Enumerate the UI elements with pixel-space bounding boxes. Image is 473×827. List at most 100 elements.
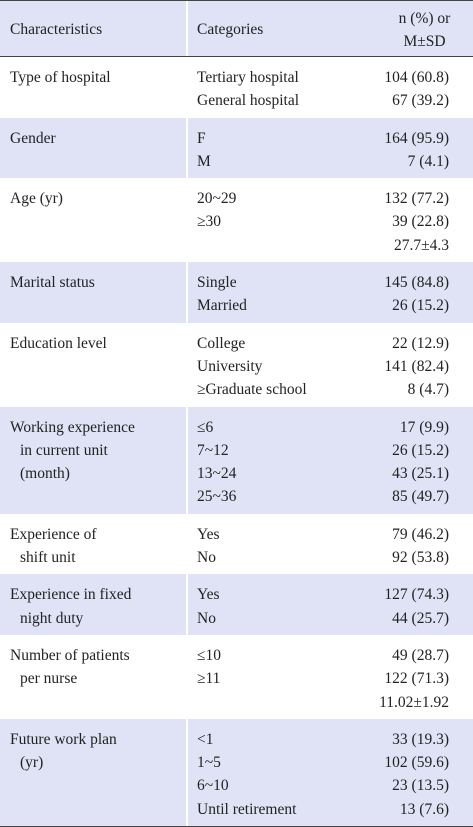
cell-text: No <box>197 549 216 567</box>
cell-text: 23 (13.5) <box>392 777 449 795</box>
cell-text: 141 (82.4) <box>384 357 449 375</box>
cell-text: 27.7±4.3 <box>393 236 449 254</box>
cell: 132 (77.2) 39 (22.8) 27.7±4.3 <box>356 178 473 262</box>
cell-text: 39 (22.8) <box>392 213 449 231</box>
row-group: Experience in fixed night duty Yes No 127 (7… <box>0 574 473 635</box>
cell: ≤10 ≥11 <box>188 635 356 719</box>
cell: 17 (9.9) 26 (15.2) 43 (25.1) 85 (49.7) <box>356 407 473 514</box>
cell: Experience in fixed night duty <box>0 574 188 635</box>
cell-text: General hospital <box>197 92 300 110</box>
cell-text: 22 (12.9) <box>392 334 449 352</box>
cell: Gender <box>0 117 188 179</box>
cell-text: M <box>197 152 211 170</box>
cell: 33 (19.3) 102 (59.6) 23 (13.5) 13 (7.6) <box>356 719 473 826</box>
cell: Marital status <box>0 262 188 323</box>
cell-text: 164 (95.9) <box>384 129 449 147</box>
cell-text: 132 (77.2) <box>384 190 449 208</box>
cell-text: Single <box>197 274 237 292</box>
row-group: Future work plan (yr) <1 1~5 6~10 Until retir… <box>0 718 473 827</box>
cell-text: Education level <box>10 334 107 352</box>
cell: Working experience in current unit (month) <box>0 406 188 514</box>
cell: Yes No <box>188 574 356 635</box>
cell-text: 43 (25.1) <box>392 465 449 483</box>
cell-text: 104 (60.8) <box>384 69 449 86</box>
cell-text: Age (yr) <box>10 190 63 208</box>
cell: Type of hospital <box>0 57 188 118</box>
cell-text: Yes <box>197 586 220 604</box>
cell-text: 8 (4.7) <box>407 381 449 399</box>
cell-text: Experience of <box>10 525 97 543</box>
cell-text: 79 (46.2) <box>392 525 449 543</box>
cell-text: Yes <box>197 525 220 543</box>
cell: Yes No <box>188 514 356 575</box>
cell-text: Gender <box>10 129 56 147</box>
cell-text: Categories <box>197 21 264 38</box>
cell-text: 67 (39.2) <box>392 92 449 110</box>
cell: 104 (60.8) 67 (39.2) <box>356 57 473 118</box>
cell: Experience of shift unit <box>0 513 188 575</box>
cell: Future work plan (yr) <box>0 718 188 827</box>
cell: 145 (84.8) 26 (15.2) <box>356 262 473 323</box>
cell: <1 1~5 6~10 Until retirement <box>188 719 356 826</box>
cell-text: 17 (9.9) <box>399 418 449 436</box>
cell-text: 7 (4.1) <box>407 152 449 170</box>
cell-text: 33 (19.3) <box>392 730 449 748</box>
cell: Tertiary hospital General hospital <box>188 57 356 118</box>
cell-text: night duty <box>20 609 84 627</box>
row-group: Working experience in current unit (month)… <box>0 406 473 514</box>
row-group: Gender F M 164 (95.9) 7 (4.1) <box>0 117 473 179</box>
cell-text: ≤10 <box>197 646 222 664</box>
cell-text: 145 (84.8) <box>384 274 449 292</box>
cell: 49 (28.7) 122 (71.3) 11.02±1.92 <box>356 635 473 719</box>
cell: Education level <box>0 322 188 407</box>
cell-text: F <box>197 129 206 147</box>
cell-text: 49 (28.7) <box>392 646 449 664</box>
cell-text: Working experience <box>10 418 135 436</box>
cell-text: 6~10 <box>197 777 229 795</box>
header-cell: Categories <box>188 1 356 56</box>
row-group: Experience of shift unit Yes No 79 (46.2) 92 … <box>0 513 473 575</box>
cell-text: Experience in fixed <box>10 586 132 604</box>
cell-text: ≥Graduate school <box>197 381 307 399</box>
cell-text: Future work plan <box>10 730 117 748</box>
cell-text: 92 (53.8) <box>392 549 449 567</box>
cell-text: per nurse <box>20 670 78 688</box>
cell-text: 13 (7.6) <box>399 800 449 818</box>
cell-text: 85 (49.7) <box>392 488 449 506</box>
cell-text: Type of hospital <box>10 69 111 86</box>
row-group: Number of patients per nurse ≤10 ≥11 49 (28.… <box>0 634 473 719</box>
header-cell: Characteristics <box>0 1 188 56</box>
cell: Number of patients per nurse <box>0 634 188 719</box>
row-group: Age (yr) 20~29 ≥30 132 (77.2) 39 (22.8) 27.7±… <box>0 178 473 263</box>
cell: 127 (74.3) 44 (25.7) <box>356 574 473 635</box>
cell-text: ≤6 <box>197 418 214 436</box>
cell-text: 1~5 <box>197 754 221 772</box>
cell: Single Married <box>188 262 356 323</box>
cell-text: Marital status <box>10 274 95 292</box>
cell-text: 11.02±1.92 <box>379 693 449 711</box>
cell-text: 127 (74.3) <box>384 586 449 604</box>
cell-text: Until retirement <box>197 800 297 818</box>
cell-text: (month) <box>20 465 70 483</box>
cell-text: shift unit <box>20 549 76 567</box>
cell: ≤6 7~12 13~24 25~36 <box>188 407 356 514</box>
header-cell: n (%) or M±SD <box>356 1 473 56</box>
cell: 20~29 ≥30 <box>188 178 356 262</box>
cell-text: 26 (15.2) <box>392 297 449 315</box>
cell: College University ≥Graduate school <box>188 323 356 407</box>
cell-text: 7~12 <box>197 441 229 459</box>
cell: 22 (12.9) 141 (82.4) 8 (4.7) <box>356 323 473 407</box>
cell-text: Tertiary hospital <box>197 69 299 86</box>
cell-text: 26 (15.2) <box>392 441 449 459</box>
cell-text: <1 <box>197 730 214 748</box>
row-group: Marital status Single Married 145 (84.8) 26 … <box>0 262 473 323</box>
header-row: Characteristics Categories n (%) or M±SD <box>0 1 473 57</box>
row-group: Education level College University ≥Graduat… <box>0 322 473 407</box>
cell-text: in current unit <box>20 441 108 459</box>
cell-text: 20~29 <box>197 190 237 208</box>
cell-text: ≥30 <box>197 213 222 231</box>
cell-text: Married <box>197 297 247 315</box>
cell-text: 25~36 <box>197 488 237 506</box>
